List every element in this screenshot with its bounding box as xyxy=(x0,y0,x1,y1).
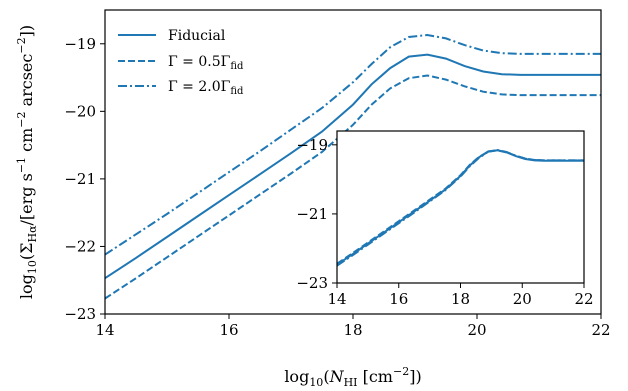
legend-label-half-gamma: Γ = 0.5Γfid xyxy=(168,54,244,72)
inset-x-tick-label: 18 xyxy=(451,290,470,308)
main-x-tick-label: 18 xyxy=(343,321,362,339)
main-y-tick-label: −19 xyxy=(64,35,96,53)
main-x-tick-label: 16 xyxy=(219,321,238,339)
legend: Fiducial Γ = 0.5Γfid Γ = 2.0Γfid xyxy=(118,28,244,97)
x-axis-label: log10(NHI [cm−2]) xyxy=(284,365,421,389)
inset-x-tick-label: 22 xyxy=(574,290,593,308)
main-x-tick-label: 14 xyxy=(95,321,114,339)
inset-series-dashdot xyxy=(336,148,584,267)
main-series-lines xyxy=(104,33,601,300)
inset-series-lines xyxy=(336,148,584,267)
main-y-tick-label: −20 xyxy=(64,102,96,120)
main-x-tick-label: 20 xyxy=(467,321,486,339)
inset-x-tick-label: 20 xyxy=(513,290,532,308)
main-series-dashdot xyxy=(104,33,601,256)
main-y-tick-label: −22 xyxy=(64,237,96,255)
y-axis-label: log10(ΣHα/[erg s−1 cm−2 arcsec−2]) xyxy=(15,25,39,299)
main-y-ticks: −23 −22 −21 −20 −19 xyxy=(64,35,105,323)
main-plot: 14 16 18 20 22 −23 −22 −21 −20 −19 xyxy=(64,9,611,339)
main-y-tick-label: −23 xyxy=(64,305,96,323)
inset-y-tick-label: −21 xyxy=(296,205,328,223)
inset-y-tick-label: −19 xyxy=(296,136,328,154)
inset-y-tick-label: −23 xyxy=(296,274,328,292)
main-series-dashed xyxy=(104,74,601,300)
inset-x-tick-label: 14 xyxy=(327,290,346,308)
main-x-tick-label: 22 xyxy=(591,321,610,339)
legend-label-double-gamma: Γ = 2.0Γfid xyxy=(168,79,244,97)
inset-background xyxy=(337,131,584,283)
main-x-ticks: 14 16 18 20 22 xyxy=(95,314,611,339)
inset-x-ticks: 14 16 18 20 22 xyxy=(327,283,594,308)
main-series-solid xyxy=(104,53,601,280)
legend-label-fiducial: Fiducial xyxy=(168,28,226,44)
inset-x-tick-label: 16 xyxy=(389,290,408,308)
inset-y-ticks: −23 −21 −19 xyxy=(296,136,337,292)
main-y-tick-label: −21 xyxy=(64,170,96,188)
inset-plot: 14 16 18 20 22 −23 −21 −19 xyxy=(296,130,594,308)
